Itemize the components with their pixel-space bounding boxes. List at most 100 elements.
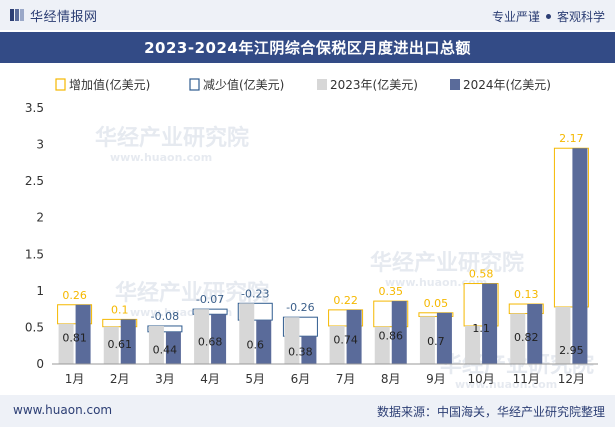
y-tick-label: 2.5 <box>25 174 44 188</box>
y-tick-label: 1 <box>36 284 44 298</box>
y-tick-label: 0 <box>36 357 44 371</box>
bar-2023 <box>329 325 345 364</box>
y-tick-label: 1.5 <box>25 247 44 261</box>
slogan-right: 客观科学 <box>556 10 605 24</box>
chart-area: 华经产业研究院www.huaon.com华经产业研究院www.huaon.com… <box>25 77 598 391</box>
change-label: 0.35 <box>379 285 404 298</box>
legend-label: 2024年(亿美元) <box>463 77 551 92</box>
change-label: -0.26 <box>286 301 314 314</box>
chart-title: 2023-2024年江阴综合保税区月度进出口总额 <box>144 39 471 57</box>
legend-decrease-swatch <box>189 78 200 91</box>
bar-2024 <box>572 148 588 364</box>
legend-2024-swatch <box>450 79 460 90</box>
y-tick-label: 2 <box>36 211 44 225</box>
slogan: 专业严谨 客观科学 <box>492 8 605 25</box>
x-tick-label: 1月 <box>65 372 85 386</box>
bar-2024 <box>165 331 181 364</box>
bar-2023 <box>419 316 435 364</box>
slogan-dot-icon <box>545 14 551 19</box>
bar-2023 <box>148 325 164 364</box>
legend-label: 减少值(亿美元) <box>203 77 284 92</box>
change-label: 0.05 <box>424 297 449 310</box>
value-label-2024: 1.1 <box>472 322 490 335</box>
value-label-2024: 0.44 <box>153 344 178 357</box>
slogan-left: 专业严谨 <box>491 10 540 24</box>
bar-2023 <box>239 303 255 364</box>
change-label: 0.22 <box>333 294 358 307</box>
value-label-2024: 0.82 <box>514 331 539 344</box>
x-tick-label: 8月 <box>381 372 401 386</box>
watermark-url: www.huaon.com <box>110 151 212 164</box>
increase-box <box>508 303 544 315</box>
legend-label: 2023年(亿美元) <box>330 77 418 92</box>
x-tick-label: 4月 <box>200 372 220 386</box>
change-label: 2.17 <box>559 132 584 145</box>
legend-label: 增加值(亿美元) <box>69 77 150 92</box>
watermark-url: www.huaon.com <box>385 276 487 289</box>
x-tick-label: 5月 <box>245 372 265 386</box>
value-label-2024: 0.38 <box>288 345 313 358</box>
footer-banner: www.huaon.com 数据来源：中国海关，华经产业研究院整理 <box>0 395 615 427</box>
y-tick-label: 3 <box>36 138 44 152</box>
bar-2023 <box>465 325 481 364</box>
bar-2023 <box>510 313 526 364</box>
y-tick-label: 3.5 <box>25 101 44 115</box>
chart-title-bar: 2023-2024年江阴综合保税区月度进出口总额 <box>0 32 615 63</box>
value-label-2024: 0.86 <box>379 330 404 343</box>
value-label-2024: 0.74 <box>333 334 358 347</box>
value-label-2024: 0.61 <box>108 338 133 351</box>
value-label-2024: 2.95 <box>559 344 584 357</box>
bar-2024 <box>482 283 498 364</box>
x-tick-label: 12月 <box>558 372 585 386</box>
change-label: 0.13 <box>514 288 539 301</box>
bar-2024 <box>211 314 227 364</box>
bar-2024 <box>256 320 272 364</box>
watermark-url: www.huaon.com <box>455 378 557 391</box>
change-label: 0.26 <box>62 289 87 302</box>
x-tick-label: 3月 <box>155 372 175 386</box>
bar-2023 <box>103 326 119 364</box>
change-label: 0.1 <box>111 303 129 316</box>
bar-2023 <box>284 317 300 364</box>
legend-2023-swatch <box>317 79 327 90</box>
watermark-text: 华经产业研究院 <box>370 250 524 276</box>
value-label-2024: 0.6 <box>247 338 265 351</box>
x-tick-label: 6月 <box>291 372 311 386</box>
change-label: -0.08 <box>151 310 179 323</box>
bar-2023 <box>555 306 571 364</box>
watermark-text: 华经产业研究院 <box>95 125 249 151</box>
y-tick-label: 0.5 <box>25 320 44 334</box>
legend-increase-swatch <box>55 78 66 91</box>
value-label-2024: 0.81 <box>62 331 87 344</box>
bar-2024 <box>527 304 543 364</box>
value-label-2024: 0.7 <box>427 335 445 348</box>
x-tick-label: 10月 <box>467 372 494 386</box>
brand-logo[interactable]: 华经情报网 <box>9 7 98 25</box>
bar-2024 <box>120 319 136 364</box>
x-tick-label: 11月 <box>513 372 540 386</box>
brand-logo-text: 华经情报网 <box>30 9 98 25</box>
top-banner: 华经情报网 专业严谨 客观科学 <box>0 0 615 30</box>
bar-2024 <box>301 336 317 364</box>
increase-box <box>102 318 138 328</box>
x-tick-label: 7月 <box>336 372 356 386</box>
increase-box <box>418 312 454 317</box>
bar-2024 <box>391 301 407 364</box>
footer-source: 数据来源：中国海关，华经产业研究院整理 <box>376 405 605 419</box>
x-tick-label: 2月 <box>110 372 130 386</box>
footer-url[interactable]: www.huaon.com <box>13 403 113 417</box>
bar-2023 <box>374 326 390 364</box>
watermark-text: 华经产业研究院 <box>115 280 269 306</box>
bar-2024 <box>436 312 452 364</box>
change-label: -0.23 <box>241 287 269 300</box>
value-label-2024: 0.68 <box>198 336 223 349</box>
decrease-box <box>192 308 228 315</box>
change-label: -0.07 <box>196 293 224 306</box>
bar-2024 <box>75 304 91 364</box>
bar-2023 <box>58 323 74 364</box>
bar-2024 <box>346 309 362 364</box>
bar-2023 <box>194 309 210 364</box>
x-tick-label: 9月 <box>426 372 446 386</box>
decrease-box <box>147 325 183 333</box>
change-label: 0.58 <box>469 268 494 281</box>
